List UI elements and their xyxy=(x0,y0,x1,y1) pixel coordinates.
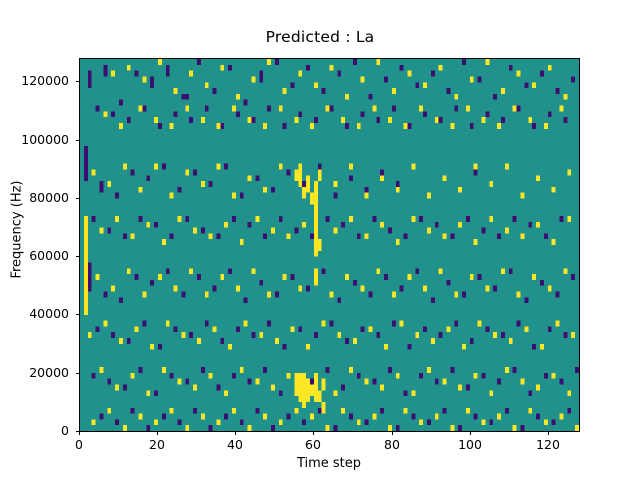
y-tick-mark xyxy=(75,81,79,82)
y-tick-mark xyxy=(75,198,79,199)
x-tick-mark xyxy=(313,431,314,435)
x-tick-mark xyxy=(470,431,471,435)
y-tick-label: 100000 xyxy=(21,132,69,147)
x-tick-mark xyxy=(79,431,80,435)
x-tick-label: 100 xyxy=(458,437,482,452)
y-tick-mark xyxy=(75,431,79,432)
x-tick-label: 120 xyxy=(536,437,560,452)
y-tick-mark xyxy=(75,373,79,374)
x-tick-label: 20 xyxy=(149,437,165,452)
y-tick-label: 0 xyxy=(61,423,69,438)
y-tick-mark xyxy=(75,140,79,141)
x-tick-label: 0 xyxy=(75,437,83,452)
y-tick-mark xyxy=(75,314,79,315)
page-title: Predicted : La xyxy=(265,28,375,46)
y-tick-label: 20000 xyxy=(29,365,69,380)
y-tick-mark xyxy=(75,256,79,257)
y-axis-label: Frequency (Hz) xyxy=(9,180,25,279)
y-tick-label: 40000 xyxy=(29,306,69,321)
x-tick-label: 60 xyxy=(305,437,321,452)
x-axis-label: Time step xyxy=(296,456,362,471)
x-tick-mark xyxy=(548,431,549,435)
x-tick-mark xyxy=(392,431,393,435)
heatmap-axes xyxy=(79,58,580,432)
y-tick-label: 120000 xyxy=(21,73,69,88)
y-tick-label: 60000 xyxy=(29,248,69,263)
y-tick-label: 80000 xyxy=(29,190,69,205)
x-tick-label: 40 xyxy=(227,437,243,452)
x-tick-mark xyxy=(235,431,236,435)
x-tick-label: 80 xyxy=(384,437,400,452)
x-tick-mark xyxy=(157,431,158,435)
heatmap-canvas xyxy=(80,59,579,431)
